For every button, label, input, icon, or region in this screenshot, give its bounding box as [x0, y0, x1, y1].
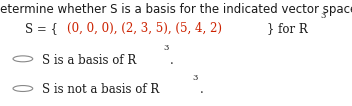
- Text: 3: 3: [320, 12, 325, 20]
- Text: .: .: [170, 54, 174, 67]
- Text: S = {: S = {: [25, 22, 58, 35]
- Text: (0, 0, 0), (2, 3, 5), (5, 4, 2): (0, 0, 0), (2, 3, 5), (5, 4, 2): [68, 22, 222, 35]
- Text: Determine whether S is a basis for the indicated vector space.: Determine whether S is a basis for the i…: [0, 3, 352, 16]
- Text: S is a basis of R: S is a basis of R: [42, 54, 136, 67]
- Text: } for R: } for R: [268, 22, 308, 35]
- Text: 3: 3: [193, 73, 198, 82]
- Text: S is not a basis of R: S is not a basis of R: [42, 83, 159, 96]
- Text: .: .: [200, 83, 203, 96]
- Text: 3: 3: [163, 44, 169, 52]
